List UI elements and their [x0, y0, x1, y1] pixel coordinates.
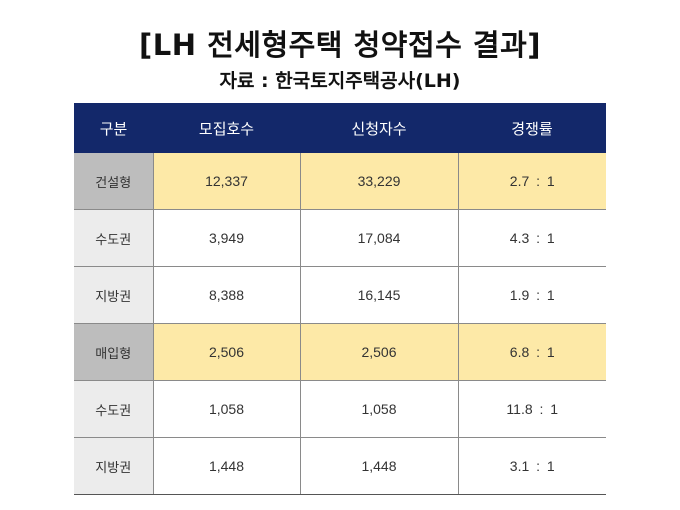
applicants-cell: 2,506 [299, 323, 458, 381]
ratio-cell: 1.9 : 1 [457, 266, 606, 324]
households-cell: 12,337 [152, 153, 300, 210]
applicants-cell: 17,084 [299, 209, 458, 267]
households-cell: 2,506 [152, 323, 300, 381]
ratio-cell: 3.1 : 1 [457, 437, 606, 495]
row-label: 건설형 [74, 153, 153, 210]
table-row: 매입형 2,506 2,506 6.8 : 1 [74, 323, 606, 381]
source-subtitle: 자료 : 한국토지주택공사(LH) [219, 70, 461, 92]
households-cell: 3,949 [152, 209, 300, 267]
applicants-cell: 1,058 [299, 380, 458, 438]
row-label: 수도권 [74, 380, 153, 438]
households-cell: 1,058 [152, 380, 300, 438]
results-table: 구분 모집호수 신청자수 경쟁률 건설형 12,337 33,229 2.7 :… [74, 103, 606, 495]
header-ratio: 경쟁률 [458, 103, 606, 153]
header-applicants: 신청자수 [300, 103, 458, 153]
table-row: 지방권 8,388 16,145 1.9 : 1 [74, 266, 606, 324]
row-label: 지방권 [74, 437, 153, 495]
table-row: 건설형 12,337 33,229 2.7 : 1 [74, 153, 606, 210]
applicants-cell: 1,448 [299, 437, 458, 495]
applicants-cell: 33,229 [299, 153, 458, 210]
row-label: 매입형 [74, 323, 153, 381]
ratio-cell: 6.8 : 1 [457, 323, 606, 381]
households-cell: 1,448 [152, 437, 300, 495]
ratio-cell: 11.8 : 1 [457, 380, 606, 438]
households-cell: 8,388 [152, 266, 300, 324]
row-label: 지방권 [74, 266, 153, 324]
table-row: 수도권 1,058 1,058 11.8 : 1 [74, 380, 606, 438]
header-households: 모집호수 [153, 103, 300, 153]
applicants-cell: 16,145 [299, 266, 458, 324]
page-title: [LH 전세형주택 청약접수 결과] [138, 28, 542, 62]
table-row: 지방권 1,448 1,448 3.1 : 1 [74, 437, 606, 495]
ratio-cell: 4.3 : 1 [457, 209, 606, 267]
ratio-cell: 2.7 : 1 [457, 153, 606, 210]
table-row: 수도권 3,949 17,084 4.3 : 1 [74, 209, 606, 267]
table-body: 건설형 12,337 33,229 2.7 : 1 수도권 3,949 17,0… [74, 153, 606, 495]
table-header-row: 구분 모집호수 신청자수 경쟁률 [74, 103, 606, 153]
header-category: 구분 [74, 103, 153, 153]
row-label: 수도권 [74, 209, 153, 267]
